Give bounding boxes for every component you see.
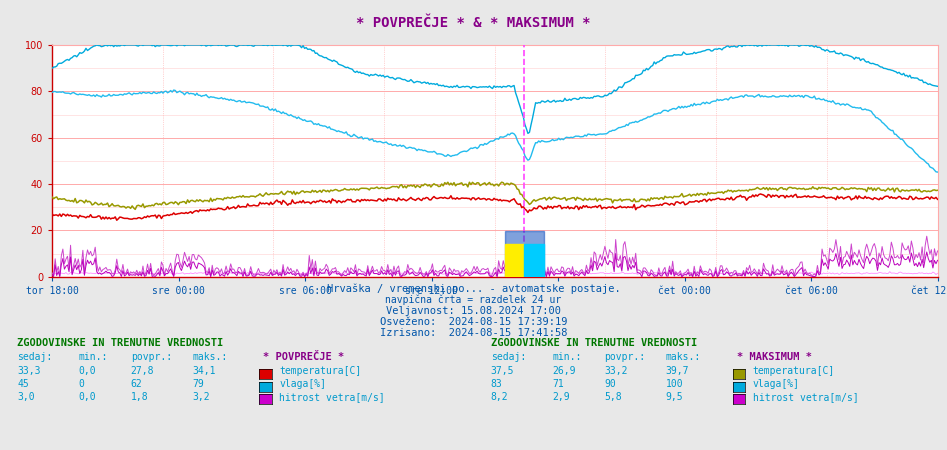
Bar bbox=[524, 244, 544, 277]
Text: 45: 45 bbox=[17, 379, 28, 389]
Text: Hrvaška / vremenski po... - avtomatske postaje.: Hrvaška / vremenski po... - avtomatske p… bbox=[327, 284, 620, 294]
Text: 83: 83 bbox=[491, 379, 502, 389]
Text: Veljavnost: 15.08.2024 17:00: Veljavnost: 15.08.2024 17:00 bbox=[386, 306, 561, 316]
Text: 33,2: 33,2 bbox=[604, 366, 628, 376]
Text: temperatura[C]: temperatura[C] bbox=[753, 366, 835, 376]
Text: 100: 100 bbox=[666, 379, 684, 389]
Text: ZGODOVINSKE IN TRENUTNE VREDNOSTI: ZGODOVINSKE IN TRENUTNE VREDNOSTI bbox=[491, 338, 697, 348]
Text: 37,5: 37,5 bbox=[491, 366, 514, 376]
Text: min.:: min.: bbox=[552, 352, 581, 362]
Text: Izrisano:  2024-08-15 17:41:58: Izrisano: 2024-08-15 17:41:58 bbox=[380, 328, 567, 338]
Text: temperatura[C]: temperatura[C] bbox=[279, 366, 362, 376]
Text: vlaga[%]: vlaga[%] bbox=[753, 379, 800, 389]
Text: 8,2: 8,2 bbox=[491, 392, 509, 401]
Text: * POVPREČJE * & * MAKSIMUM *: * POVPREČJE * & * MAKSIMUM * bbox=[356, 16, 591, 30]
Text: 2,9: 2,9 bbox=[552, 392, 570, 401]
Text: 0,0: 0,0 bbox=[79, 366, 97, 376]
Bar bbox=[505, 231, 544, 277]
Text: 27,8: 27,8 bbox=[131, 366, 154, 376]
Text: 62: 62 bbox=[131, 379, 142, 389]
Text: povpr.:: povpr.: bbox=[131, 352, 171, 362]
Text: vlaga[%]: vlaga[%] bbox=[279, 379, 327, 389]
Text: min.:: min.: bbox=[79, 352, 108, 362]
Text: 5,8: 5,8 bbox=[604, 392, 622, 401]
Text: 9,5: 9,5 bbox=[666, 392, 684, 401]
Text: 79: 79 bbox=[192, 379, 204, 389]
Text: 1,8: 1,8 bbox=[131, 392, 149, 401]
Text: 3,2: 3,2 bbox=[192, 392, 210, 401]
Text: * MAKSIMUM *: * MAKSIMUM * bbox=[737, 352, 812, 362]
Text: povpr.:: povpr.: bbox=[604, 352, 645, 362]
Text: 39,7: 39,7 bbox=[666, 366, 689, 376]
Text: maks.:: maks.: bbox=[666, 352, 701, 362]
Text: maks.:: maks.: bbox=[192, 352, 227, 362]
Text: 34,1: 34,1 bbox=[192, 366, 216, 376]
Text: 71: 71 bbox=[552, 379, 563, 389]
Text: 0: 0 bbox=[79, 379, 84, 389]
Text: hitrost vetra[m/s]: hitrost vetra[m/s] bbox=[753, 392, 859, 401]
Bar bbox=[505, 244, 524, 277]
Text: Osveženo:  2024-08-15 17:39:19: Osveženo: 2024-08-15 17:39:19 bbox=[380, 317, 567, 327]
Text: 33,3: 33,3 bbox=[17, 366, 41, 376]
Text: 0,0: 0,0 bbox=[79, 392, 97, 401]
Text: 26,9: 26,9 bbox=[552, 366, 576, 376]
Text: hitrost vetra[m/s]: hitrost vetra[m/s] bbox=[279, 392, 385, 401]
Text: * POVPREČJE *: * POVPREČJE * bbox=[263, 352, 345, 362]
Text: 3,0: 3,0 bbox=[17, 392, 35, 401]
Text: sedaj:: sedaj: bbox=[491, 352, 526, 362]
Text: ZGODOVINSKE IN TRENUTNE VREDNOSTI: ZGODOVINSKE IN TRENUTNE VREDNOSTI bbox=[17, 338, 223, 348]
Text: sedaj:: sedaj: bbox=[17, 352, 52, 362]
Text: navpična črta = razdelek 24 ur: navpična črta = razdelek 24 ur bbox=[385, 295, 562, 305]
Text: 90: 90 bbox=[604, 379, 616, 389]
